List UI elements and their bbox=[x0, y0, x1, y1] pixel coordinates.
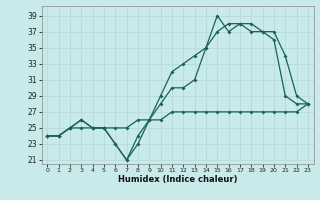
X-axis label: Humidex (Indice chaleur): Humidex (Indice chaleur) bbox=[118, 175, 237, 184]
